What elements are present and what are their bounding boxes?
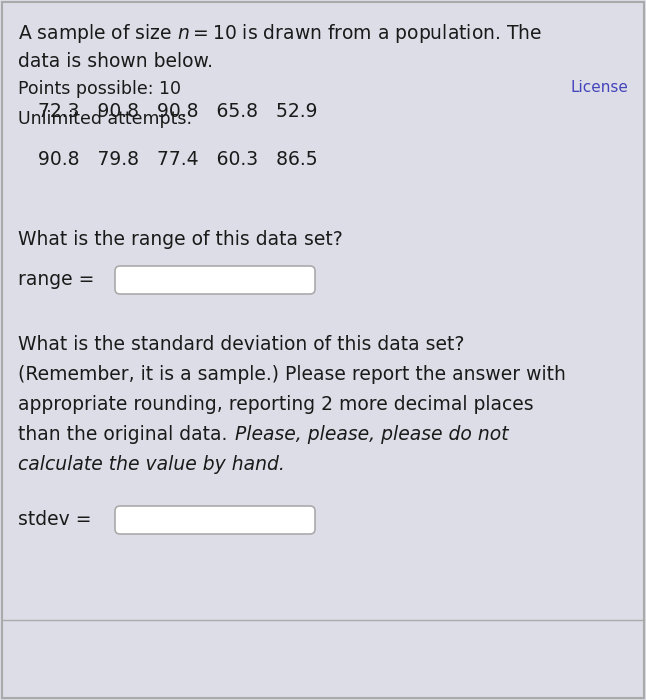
Text: data is shown below.: data is shown below.: [18, 52, 213, 71]
Text: calculate the value by hand.: calculate the value by hand.: [18, 455, 285, 474]
FancyBboxPatch shape: [115, 506, 315, 534]
Text: 90.8   79.8   77.4   60.3   86.5: 90.8 79.8 77.4 60.3 86.5: [38, 150, 318, 169]
Text: Points possible: 10: Points possible: 10: [18, 80, 181, 98]
Text: A sample of size $n = 10$ is drawn from a population. The: A sample of size $n = 10$ is drawn from …: [18, 22, 542, 45]
Text: appropriate rounding, reporting 2 more decimal places: appropriate rounding, reporting 2 more d…: [18, 395, 534, 414]
Text: range =: range =: [18, 270, 94, 289]
Text: License: License: [570, 80, 628, 95]
FancyBboxPatch shape: [115, 266, 315, 294]
Text: stdev =: stdev =: [18, 510, 92, 529]
Text: Unlimited attempts.: Unlimited attempts.: [18, 110, 192, 128]
Text: Please, please, please do not: Please, please, please do not: [235, 425, 508, 444]
Text: 72.3   90.8   90.8   65.8   52.9: 72.3 90.8 90.8 65.8 52.9: [38, 102, 317, 121]
Text: What is the standard deviation of this data set?: What is the standard deviation of this d…: [18, 335, 464, 354]
Text: (Remember, it is a sample.) Please report the answer with: (Remember, it is a sample.) Please repor…: [18, 365, 566, 384]
Text: than the original data.: than the original data.: [18, 425, 233, 444]
Text: What is the range of this data set?: What is the range of this data set?: [18, 230, 343, 249]
